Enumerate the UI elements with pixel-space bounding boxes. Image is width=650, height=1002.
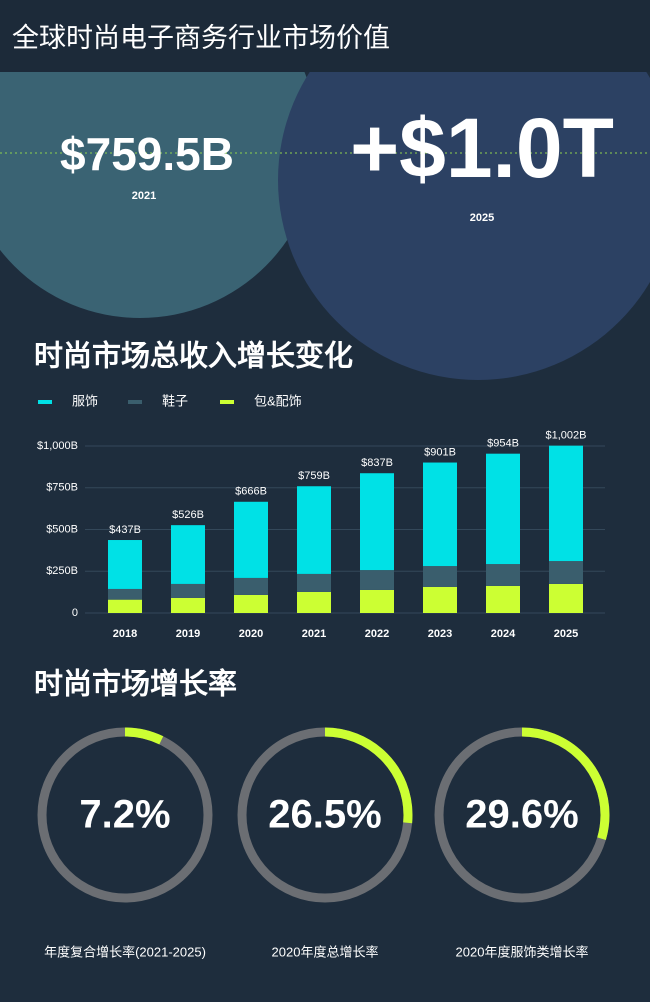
bar-segment <box>234 501 268 578</box>
bar-segment <box>234 594 268 613</box>
bar-segment <box>360 570 394 590</box>
donut-caption: 2020年度总增长率 <box>272 944 379 959</box>
donut-caption: 2020年度服饰类增长率 <box>456 944 589 959</box>
bar-segment <box>486 564 520 586</box>
y-tick-label: $500B <box>46 523 78 535</box>
legend-label: 服饰 <box>72 393 98 408</box>
bar-segment <box>423 586 457 613</box>
total-label: $1,002B <box>546 430 587 442</box>
bar-segment <box>234 577 268 595</box>
legend-swatch <box>220 400 234 404</box>
legend-label: 鞋子 <box>162 393 188 408</box>
donut-arc <box>237 727 413 903</box>
bar-segment <box>297 591 331 613</box>
bar-segment <box>108 599 142 613</box>
total-label: $666B <box>235 486 267 498</box>
total-label: $526B <box>172 509 204 521</box>
y-tick-label: $250B <box>46 565 78 577</box>
total-label: $954B <box>487 438 519 450</box>
total-label: $901B <box>424 446 456 458</box>
bar-segment <box>360 473 394 571</box>
bar-segment <box>549 583 583 613</box>
donut-caption: 年度复合增长率(2021-2025) <box>44 944 206 959</box>
section-title: 时尚市场增长率 <box>34 667 237 701</box>
bar-segment <box>297 486 331 574</box>
legend-label: 包&配饰 <box>254 393 302 408</box>
hero-value: +$1.0T <box>350 101 614 195</box>
total-label: $759B <box>298 470 330 482</box>
bar-segment <box>423 462 457 567</box>
x-tick-label: 2022 <box>365 628 389 640</box>
y-tick-label: 0 <box>72 607 78 619</box>
hero-year: 2021 <box>132 190 156 202</box>
x-tick-label: 2019 <box>176 628 200 640</box>
bar-segment <box>423 566 457 587</box>
bar-segment <box>171 597 205 613</box>
x-tick-label: 2024 <box>491 628 516 640</box>
bar-segment <box>549 445 583 562</box>
donut-arc <box>37 727 213 903</box>
x-tick-label: 2018 <box>113 628 137 640</box>
x-tick-label: 2025 <box>554 628 578 640</box>
bar-segment <box>360 589 394 613</box>
hero-value: $759.5B <box>60 128 234 180</box>
bar-segment <box>549 561 583 584</box>
bar-segment <box>171 583 205 598</box>
hero-year: 2025 <box>470 212 494 224</box>
section-title: 时尚市场总收入增长变化 <box>34 339 353 373</box>
hero-circle-right <box>278 0 650 380</box>
x-tick-label: 2021 <box>302 628 326 640</box>
bar-segment <box>108 588 142 600</box>
legend-swatch <box>38 400 52 404</box>
hero-circle-left <box>0 0 318 318</box>
total-label: $437B <box>109 524 141 536</box>
x-tick-label: 2023 <box>428 628 452 640</box>
donut-value: 7.2% <box>79 793 170 837</box>
donut-arc <box>434 727 610 903</box>
y-tick-label: $1,000B <box>37 440 78 452</box>
header-band <box>0 0 650 72</box>
bar-segment <box>171 525 205 584</box>
donut-value: 26.5% <box>268 793 381 837</box>
donut-value: 29.6% <box>465 793 578 837</box>
bar-segment <box>108 540 142 589</box>
bar-segment <box>486 453 520 565</box>
total-label: $837B <box>361 457 393 469</box>
legend-swatch <box>128 400 142 404</box>
page-title: 全球时尚电子商务行业市场价值 <box>12 23 390 53</box>
y-tick-label: $750B <box>46 482 78 494</box>
bar-segment <box>297 573 331 592</box>
x-tick-label: 2020 <box>239 628 263 640</box>
bar-segment <box>486 585 520 613</box>
